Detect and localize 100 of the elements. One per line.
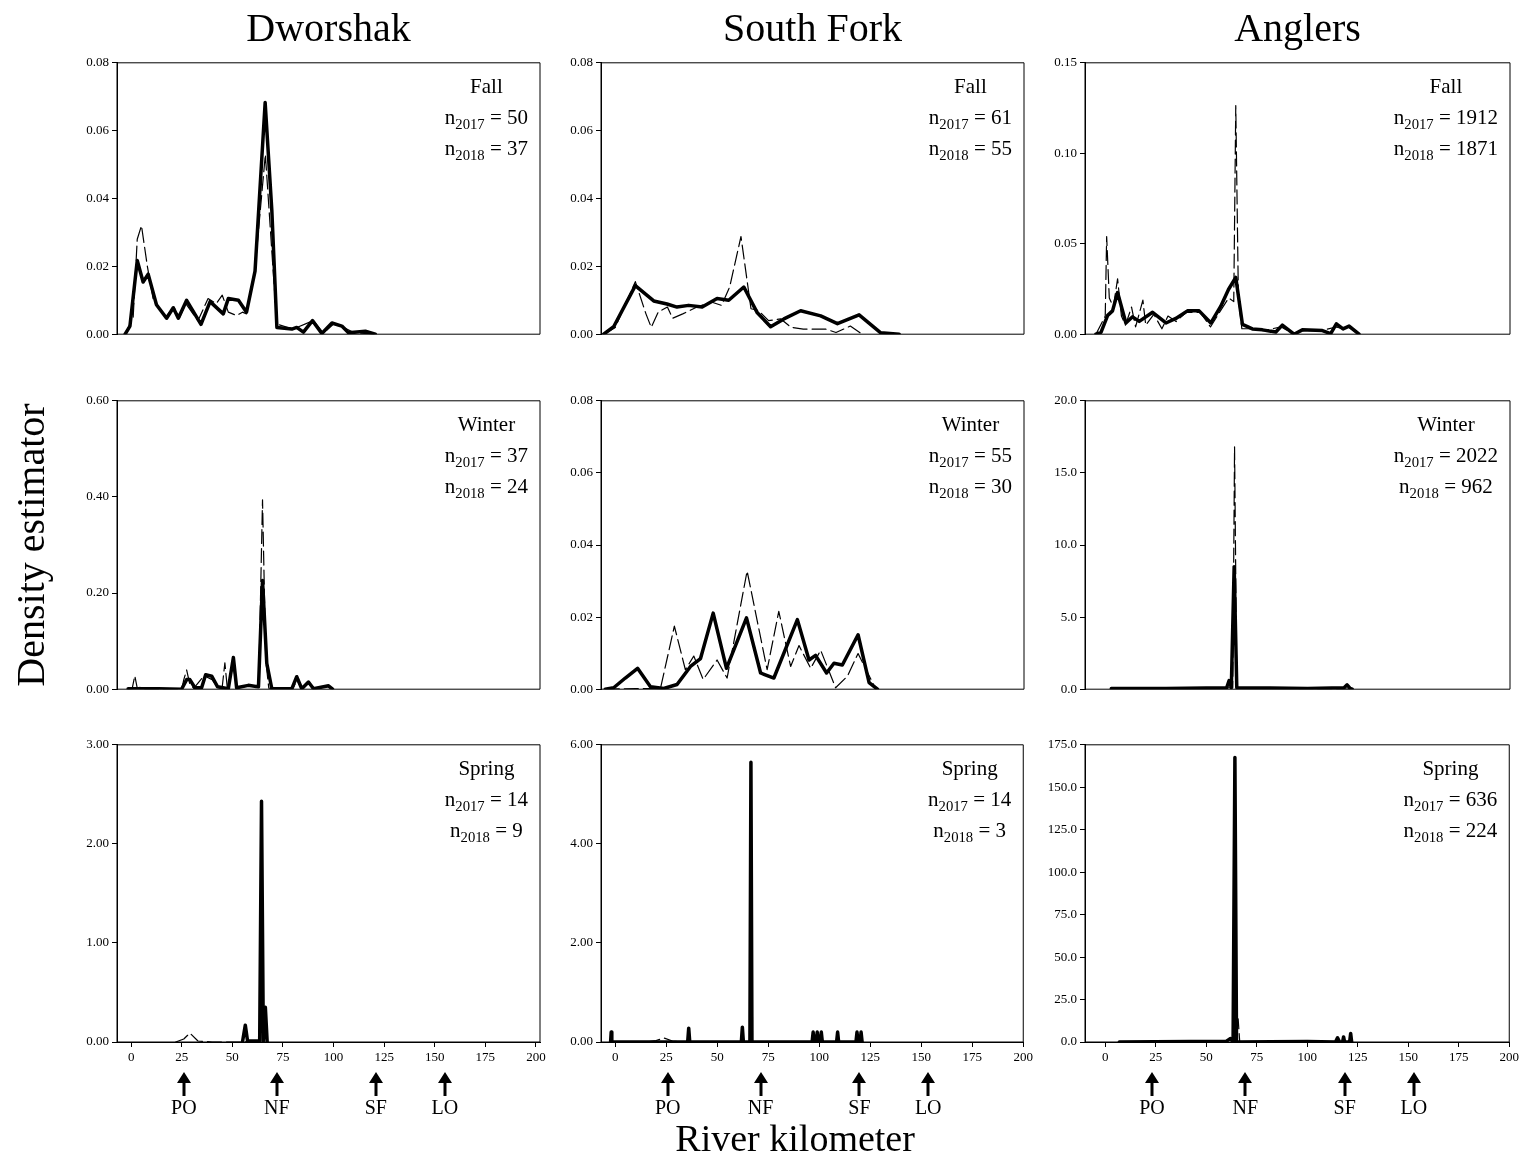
annotation: Fall (1428, 72, 1464, 100)
x-tick-label: 200 (1013, 1049, 1033, 1065)
y-tick-label: 10.0 (1054, 536, 1077, 552)
annotation: n$_{2018}$ = 224 (1403, 816, 1498, 846)
text: PO (1139, 1096, 1165, 1119)
y-tick-label: 0.06 (570, 122, 594, 138)
annotation: Fall (953, 72, 988, 100)
y-tick-label: 0.00 (1054, 325, 1077, 341)
x-tick-label: 125 (374, 1049, 394, 1065)
y-tick-label: 2.00 (86, 835, 109, 851)
text: PO (171, 1096, 197, 1119)
x-tick-label: 0 (612, 1049, 619, 1065)
y-tick-label: 1.00 (86, 934, 109, 950)
annotation: n$_{2018}$ = 24 (444, 472, 528, 502)
x-tick-label: 150 (911, 1049, 932, 1065)
y-tick-label: 0.0 (1060, 1033, 1077, 1049)
x-tick-label: 175 (1448, 1049, 1469, 1065)
y-tick-label: 150.0 (1047, 778, 1077, 794)
y-tick-label: 25.0 (1054, 990, 1077, 1006)
x-tick-label: 50 (225, 1049, 239, 1065)
x-tick-label: 150 (1398, 1049, 1418, 1065)
x-tick-label: 75 (276, 1049, 290, 1065)
x-tick-label: 25 (659, 1049, 673, 1065)
annotation: n$_{2017}$ = 14 (928, 785, 1012, 815)
y-tick-label: 0.00 (86, 1033, 109, 1049)
x-tick-label: 125 (860, 1049, 881, 1065)
annotation: Spring (457, 754, 516, 782)
x-tick-label: 0 (1101, 1049, 1109, 1065)
y-tick-label: 0.15 (1054, 54, 1077, 70)
y-tick-label: 50.0 (1054, 948, 1077, 964)
y-tick-label: 2.00 (570, 934, 593, 950)
x-tick-label: 200 (526, 1049, 546, 1065)
y-tick-label: 0.00 (570, 1033, 593, 1049)
annotation: n$_{2017}$ = 14 (444, 785, 528, 815)
text: NF (747, 1096, 774, 1119)
y-tick-label: 0.04 (86, 189, 110, 205)
y-tick-label: 75.0 (1054, 906, 1077, 922)
annotation: n$_{2017}$ = 37 (444, 441, 528, 471)
y-tick-label: 0.00 (570, 325, 593, 341)
annotation: n$_{2017}$ = 55 (928, 441, 1012, 471)
annotation: n$_{2018}$ = 3 (932, 816, 1007, 846)
annotation: n$_{2018}$ = 37 (444, 134, 528, 164)
text: LO (431, 1096, 459, 1119)
text: SF (848, 1096, 871, 1119)
y-tick-label: 0.05 (1054, 235, 1077, 251)
x-tick-label: 50 (710, 1049, 724, 1065)
annotation: n$_{2017}$ = 1912 (1393, 103, 1498, 133)
y-tick-label: 0.40 (86, 488, 109, 504)
annotation: Winter (1416, 410, 1476, 438)
annotation: n$_{2018}$ = 1871 (1393, 134, 1498, 164)
chart-title: Dworshak (246, 4, 411, 51)
annotation: n$_{2017}$ = 2022 (1393, 441, 1498, 471)
annotation: Fall (469, 72, 504, 100)
text: PO (654, 1096, 681, 1119)
x-tick-label: 150 (425, 1049, 445, 1065)
y-tick-label: 0.20 (86, 584, 109, 600)
annotation: n$_{2018}$ = 962 (1398, 472, 1494, 502)
y-tick-label: 0.60 (86, 392, 109, 408)
x-tick-label: 125 (1347, 1049, 1368, 1065)
text: NF (1232, 1096, 1259, 1119)
x-tick-label: 0 (127, 1049, 135, 1065)
annotation: n$_{2018}$ = 30 (928, 472, 1012, 502)
y-tick-label: 0.10 (1054, 144, 1077, 160)
y-tick-label: 20.0 (1054, 392, 1077, 408)
x-tick-label: 50 (1199, 1049, 1213, 1065)
text: SF (364, 1096, 387, 1119)
annotation: Spring (1421, 754, 1480, 782)
x-tick-label: 200 (1499, 1049, 1519, 1065)
x-tick-label: 75 (1250, 1049, 1264, 1065)
text: LO (914, 1096, 942, 1119)
y-tick-label: 0.02 (570, 608, 593, 624)
x-tick-label: 175 (962, 1049, 982, 1065)
y-tick-label: 4.00 (570, 835, 593, 851)
annotation: n$_{2018}$ = 9 (449, 816, 524, 846)
y-tick-label: 0.00 (86, 325, 109, 341)
text: NF (264, 1096, 290, 1119)
x-tick-label: 100 (1297, 1049, 1317, 1065)
x-tick-label: 75 (761, 1049, 775, 1065)
y-axis-title: Density estimator (6, 403, 54, 687)
y-tick-label: 0.02 (570, 257, 593, 273)
y-tick-label: 0.04 (570, 536, 594, 552)
annotation: Winter (456, 410, 517, 438)
y-tick-label: 6.00 (570, 736, 593, 752)
y-tick-label: 175.0 (1047, 736, 1077, 752)
x-axis-title: River kilometer (675, 1116, 915, 1160)
y-tick-label: 3.00 (86, 736, 109, 752)
annotation: Winter (940, 410, 1001, 438)
annotation: n$_{2017}$ = 61 (928, 103, 1012, 133)
chart-title: South Fork (723, 4, 902, 51)
y-tick-label: 0.04 (570, 189, 594, 205)
x-tick-label: 175 (475, 1049, 496, 1065)
y-tick-label: 0.08 (570, 392, 593, 408)
x-tick-label: 25 (1149, 1049, 1163, 1065)
y-tick-label: 0.06 (86, 122, 110, 138)
y-tick-label: 0.00 (570, 680, 593, 696)
y-tick-label: 15.0 (1054, 464, 1077, 480)
y-tick-label: 0.06 (570, 464, 594, 480)
chart-title: Anglers (1234, 4, 1361, 51)
annotation: Spring (940, 754, 999, 782)
y-tick-label: 0.08 (570, 54, 593, 70)
